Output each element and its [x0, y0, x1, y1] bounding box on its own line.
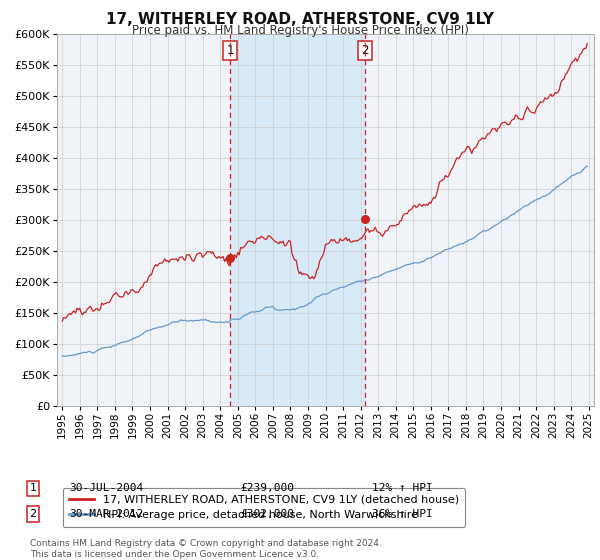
Text: 1: 1	[29, 483, 37, 493]
Text: Price paid vs. HM Land Registry's House Price Index (HPI): Price paid vs. HM Land Registry's House …	[131, 24, 469, 37]
Text: Contains HM Land Registry data © Crown copyright and database right 2024.: Contains HM Land Registry data © Crown c…	[30, 539, 382, 548]
Text: 36% ↑ HPI: 36% ↑ HPI	[372, 509, 433, 519]
Text: 12% ↑ HPI: 12% ↑ HPI	[372, 483, 433, 493]
Text: 2: 2	[29, 509, 37, 519]
Text: £302,000: £302,000	[240, 509, 294, 519]
Text: 30-MAR-2012: 30-MAR-2012	[69, 509, 143, 519]
Text: 2: 2	[361, 44, 369, 57]
Legend: 17, WITHERLEY ROAD, ATHERSTONE, CV9 1LY (detached house), HPI: Average price, de: 17, WITHERLEY ROAD, ATHERSTONE, CV9 1LY …	[62, 488, 466, 527]
Text: 1: 1	[227, 44, 234, 57]
Text: 17, WITHERLEY ROAD, ATHERSTONE, CV9 1LY: 17, WITHERLEY ROAD, ATHERSTONE, CV9 1LY	[106, 12, 494, 27]
Bar	[230, 34, 365, 406]
Text: This data is licensed under the Open Government Licence v3.0.: This data is licensed under the Open Gov…	[30, 550, 319, 559]
Text: 30-JUL-2004: 30-JUL-2004	[69, 483, 143, 493]
Text: £239,000: £239,000	[240, 483, 294, 493]
